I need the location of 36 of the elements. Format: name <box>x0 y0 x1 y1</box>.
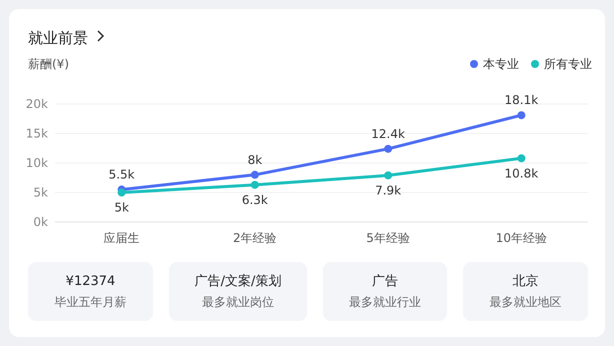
data-label: 6.3k <box>242 192 268 207</box>
data-label: 5.5k <box>108 168 135 182</box>
y-tick-label: 15k <box>26 126 48 140</box>
text: 广告 <box>372 274 398 289</box>
data-label: 18.1k <box>504 93 538 108</box>
point <box>384 144 392 153</box>
text: 广告/文案/策划 <box>194 273 282 289</box>
point <box>517 111 526 120</box>
point <box>250 180 259 189</box>
text: ¥12374 <box>66 274 116 289</box>
data-label: 7.9k <box>375 183 402 198</box>
legend-label: 本专业 <box>483 57 519 71</box>
y-axis-title: 薪酬(¥) <box>28 57 69 71</box>
data-label: 12.4k <box>371 126 406 141</box>
x-tick-label: 5年经验 <box>366 231 410 245</box>
text: 毕业五年月薪 <box>54 295 126 309</box>
point <box>118 188 126 196</box>
x-tick-label: 应届生 <box>104 231 140 245</box>
point <box>250 170 259 179</box>
data-label: 10.8k <box>504 166 538 180</box>
x-tick-label: 2年经验 <box>233 231 277 245</box>
text: 最多就业岗位 <box>202 295 274 309</box>
text: 北京 <box>512 274 538 289</box>
data-label: 5k <box>114 200 129 214</box>
point <box>384 171 392 180</box>
y-tick-label: 0k <box>33 215 48 229</box>
point <box>517 154 526 162</box>
text: 最多就业地区 <box>490 295 562 309</box>
legend-label: 所有专业 <box>544 57 592 71</box>
y-tick-label: 20k <box>26 97 48 111</box>
y-tick-label: 10k <box>26 156 48 170</box>
y-tick-label: 5k <box>33 186 48 200</box>
chart-title: 就业前景 <box>28 29 88 47</box>
text: 最多就业行业 <box>349 295 421 309</box>
data-label: 8k <box>248 152 262 167</box>
x-tick-label: 10年经验 <box>496 231 548 245</box>
